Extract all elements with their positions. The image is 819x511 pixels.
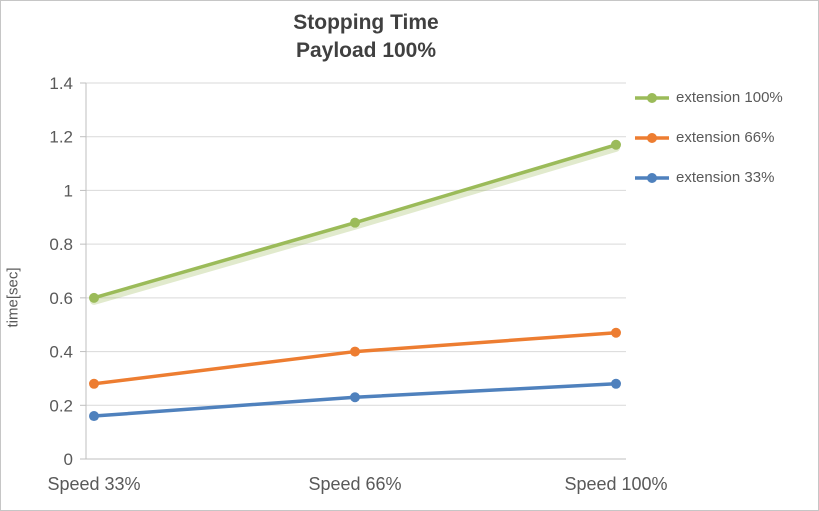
data-point-marker bbox=[89, 411, 99, 422]
data-point-marker bbox=[611, 327, 621, 338]
chart-title-line1: Stopping Time bbox=[293, 11, 439, 34]
x-tick-label: Speed 33% bbox=[47, 474, 140, 494]
y-tick-label: 0.4 bbox=[49, 343, 73, 362]
series-line bbox=[92, 331, 618, 386]
y-tick-label: 0.8 bbox=[49, 235, 73, 254]
data-point-marker bbox=[89, 378, 99, 389]
legend-item-extension-100[interactable]: extension 100% bbox=[635, 89, 783, 106]
data-point-marker bbox=[350, 346, 360, 357]
y-tick-label: 0.6 bbox=[49, 289, 73, 308]
legend-item-extension-66[interactable]: extension 66% bbox=[635, 129, 783, 146]
data-point-marker bbox=[350, 217, 360, 228]
y-tick-label: 1.4 bbox=[49, 74, 73, 93]
x-tick-label: Speed 100% bbox=[564, 474, 667, 494]
y-tick-label: 1.2 bbox=[49, 128, 73, 147]
y-tick-label: 0 bbox=[64, 450, 73, 469]
legend-line-marker-icon bbox=[635, 132, 669, 143]
legend-line-marker-icon bbox=[635, 92, 669, 103]
legend-label: extension 66% bbox=[676, 129, 775, 146]
y-tick-label: 0.2 bbox=[49, 396, 73, 415]
legend: extension 100% extension 66% extension 3… bbox=[635, 89, 783, 186]
chart-title-line2: Payload 100% bbox=[295, 39, 437, 62]
data-point-marker bbox=[89, 292, 99, 303]
legend-line-marker-icon bbox=[635, 172, 669, 183]
x-tick-label: Speed 66% bbox=[308, 474, 401, 494]
legend-label: extension 33% bbox=[676, 169, 775, 186]
data-point-marker bbox=[611, 139, 621, 150]
data-point-marker bbox=[611, 378, 621, 389]
legend-label: extension 100% bbox=[676, 89, 783, 106]
data-point-marker bbox=[350, 392, 360, 403]
legend-item-extension-33[interactable]: extension 33% bbox=[635, 169, 783, 186]
y-tick-label: 1 bbox=[64, 181, 73, 200]
chart-title: Stopping Time Payload 100% bbox=[1, 9, 731, 65]
